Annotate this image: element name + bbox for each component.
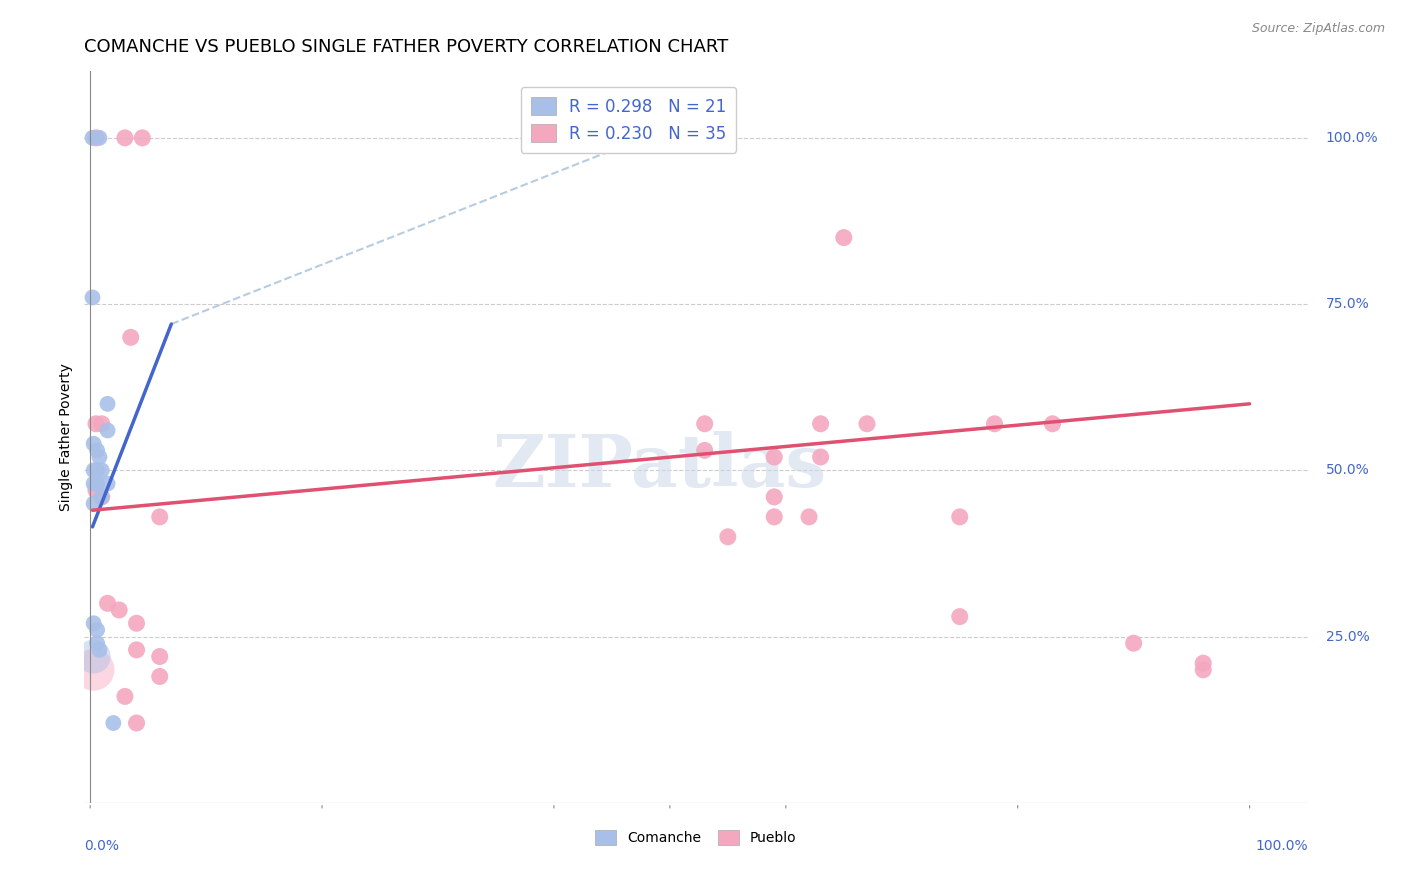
Point xyxy=(832,230,855,244)
Point xyxy=(693,443,716,458)
Point xyxy=(83,476,105,491)
Point xyxy=(983,417,1005,431)
Point xyxy=(96,424,118,438)
Point xyxy=(83,649,105,664)
Point xyxy=(96,397,118,411)
Point xyxy=(86,443,108,458)
Point xyxy=(717,530,740,544)
Point xyxy=(90,490,112,504)
Point xyxy=(949,509,972,524)
Point xyxy=(149,669,172,683)
Point xyxy=(1192,663,1215,677)
Text: ZIPatlas: ZIPatlas xyxy=(492,431,827,502)
Point xyxy=(90,463,112,477)
Point xyxy=(90,417,112,431)
Point xyxy=(84,483,107,498)
Point xyxy=(125,616,148,631)
Text: 100.0%: 100.0% xyxy=(1326,131,1378,145)
Legend: Comanche, Pueblo: Comanche, Pueblo xyxy=(591,824,801,851)
Point xyxy=(1042,417,1064,431)
Text: Source: ZipAtlas.com: Source: ZipAtlas.com xyxy=(1251,22,1385,36)
Point xyxy=(83,463,105,477)
Point xyxy=(149,509,172,524)
Point xyxy=(797,509,820,524)
Point xyxy=(1122,636,1144,650)
Text: 50.0%: 50.0% xyxy=(1326,463,1369,477)
Point xyxy=(83,663,105,677)
Point xyxy=(84,131,107,145)
Text: 100.0%: 100.0% xyxy=(1256,839,1308,854)
Point xyxy=(89,643,111,657)
Point xyxy=(86,463,108,477)
Point xyxy=(84,417,107,431)
Point xyxy=(83,497,105,511)
Point xyxy=(96,596,118,610)
Point xyxy=(949,609,972,624)
Point xyxy=(90,490,112,504)
Point xyxy=(1192,656,1215,670)
Point xyxy=(82,131,104,145)
Point xyxy=(120,330,142,344)
Point xyxy=(856,417,879,431)
Point xyxy=(96,476,118,491)
Y-axis label: Single Father Poverty: Single Father Poverty xyxy=(59,363,73,511)
Point xyxy=(149,649,172,664)
Text: COMANCHE VS PUEBLO SINGLE FATHER POVERTY CORRELATION CHART: COMANCHE VS PUEBLO SINGLE FATHER POVERTY… xyxy=(84,38,728,56)
Point xyxy=(114,131,136,145)
Point xyxy=(86,476,108,491)
Point xyxy=(86,636,108,650)
Point xyxy=(83,436,105,450)
Text: 25.0%: 25.0% xyxy=(1326,630,1369,643)
Point xyxy=(131,131,153,145)
Point xyxy=(125,716,148,731)
Point xyxy=(693,417,716,431)
Point xyxy=(763,509,786,524)
Point xyxy=(103,716,125,731)
Point xyxy=(108,603,131,617)
Text: 0.0%: 0.0% xyxy=(84,839,120,854)
Text: 75.0%: 75.0% xyxy=(1326,297,1369,311)
Point xyxy=(810,417,832,431)
Point xyxy=(86,623,108,637)
Point xyxy=(763,490,786,504)
Point xyxy=(89,450,111,464)
Point xyxy=(763,450,786,464)
Point xyxy=(83,616,105,631)
Point xyxy=(89,131,111,145)
Point xyxy=(114,690,136,704)
Point xyxy=(810,450,832,464)
Point xyxy=(82,290,104,304)
Point xyxy=(125,643,148,657)
